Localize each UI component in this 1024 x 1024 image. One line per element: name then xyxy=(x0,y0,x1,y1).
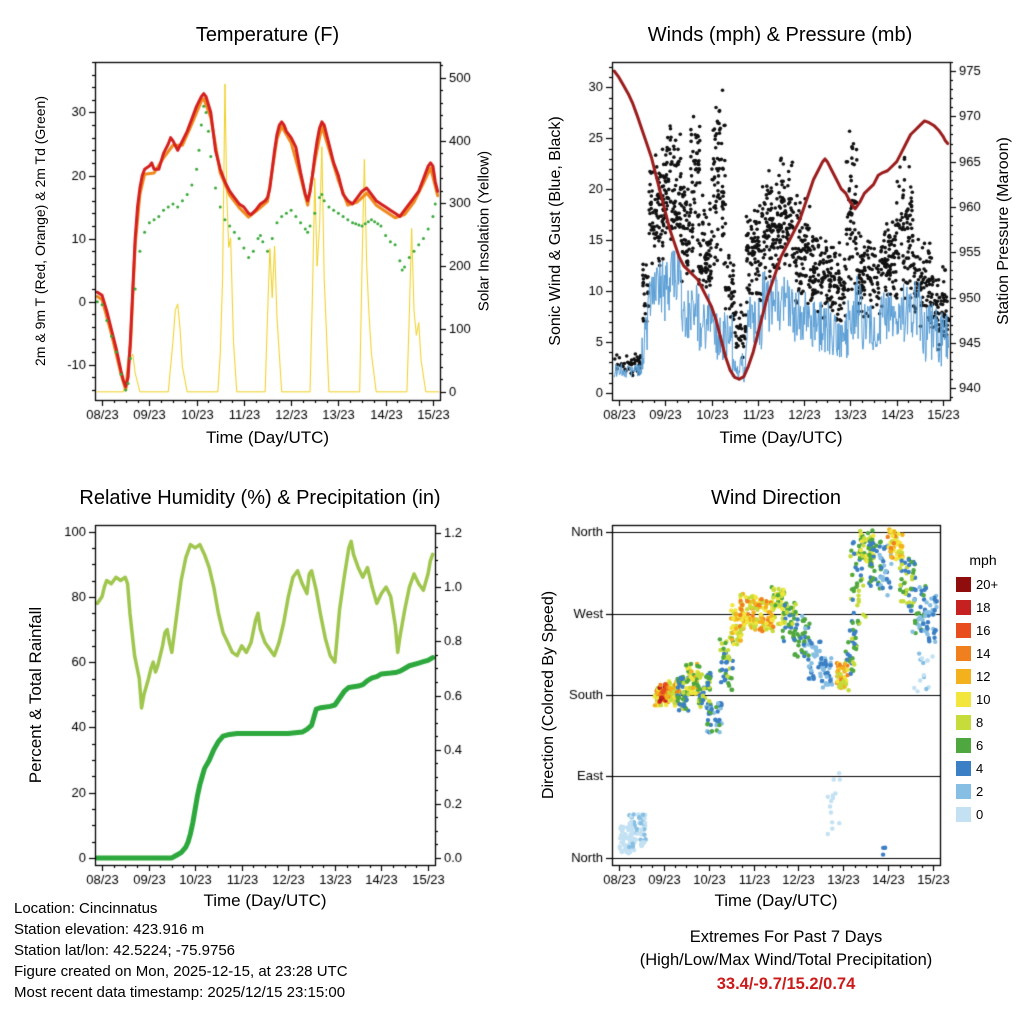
legend-label: 20+ xyxy=(976,577,999,592)
temperature-xaxis-label: Time (Day/UTC) xyxy=(205,428,330,447)
winds-pressure-xaxis-label: Time (Day/UTC) xyxy=(719,428,843,447)
legend-entries: 20+ 18 16 14 12 10 8 6 4 2 0 xyxy=(956,573,1010,826)
direction-axis-label: Direction (Colored By Speed) xyxy=(540,590,557,800)
legend-color-swatch xyxy=(956,577,971,592)
legend-label: 8 xyxy=(976,715,984,730)
footer-location: Location: Cincinnatus xyxy=(14,900,158,917)
legend-entry: 14 xyxy=(956,642,1010,665)
legend-entry: 16 xyxy=(956,619,1010,642)
legend-label: 10 xyxy=(976,692,991,707)
wind-gust-axis-label: Sonic Wind & Gust (Blue, Black) xyxy=(547,116,564,346)
legend-color-swatch xyxy=(956,761,971,776)
temperature-left-axis-label: 2m & 9m T (Red, Orange) & 2m Td (Green) xyxy=(32,96,48,366)
legend-entry: 12 xyxy=(956,665,1010,688)
footer-latlon: Station lat/lon: 42.5224; -75.9756 xyxy=(14,942,236,959)
legend-label: 4 xyxy=(976,761,984,776)
humidity-precip-panel-title: Relative Humidity (%) & Precipitation (i… xyxy=(79,487,441,509)
legend-color-swatch xyxy=(956,669,971,684)
legend-color-swatch xyxy=(956,784,971,799)
legend-entry: 20+ xyxy=(956,573,1010,596)
legend-entry: 18 xyxy=(956,596,1010,619)
legend-color-swatch xyxy=(956,715,971,730)
legend-label: 18 xyxy=(976,600,991,615)
wind-speed-legend: mph 20+ 18 16 14 12 10 8 6 4 2 0 xyxy=(956,552,1010,826)
station-pressure-axis-label: Station Pressure (Maroon) xyxy=(995,137,1012,325)
solar-insolation-axis-label: Solar Insolation (Yellow) xyxy=(475,150,493,312)
footer-created: Figure created on Mon, 2025-12-15, at 23… xyxy=(14,963,348,980)
legend-entry: 0 xyxy=(956,803,1010,826)
legend-color-swatch xyxy=(956,738,971,753)
temperature-panel-title: Temperature (F) xyxy=(195,24,340,46)
legend-entry: 4 xyxy=(956,757,1010,780)
winds-pressure-panel-title: Winds (mph) & Pressure (mb) xyxy=(647,24,913,46)
legend-label: 6 xyxy=(976,738,984,753)
footer-timestamp: Most recent data timestamp: 2025/12/15 2… xyxy=(14,984,346,1001)
legend-color-swatch xyxy=(956,692,971,707)
legend-title: mph xyxy=(969,552,997,568)
wind-direction-panel-title: Wind Direction xyxy=(710,487,842,509)
extremes-title: Extremes For Past 7 Days xyxy=(689,928,883,946)
legend-label: 14 xyxy=(976,646,991,661)
legend-entry: 2 xyxy=(956,780,1010,803)
legend-color-swatch xyxy=(956,600,971,615)
legend-color-swatch xyxy=(956,623,971,638)
footer-elevation: Station elevation: 423.916 m xyxy=(14,921,205,938)
legend-color-swatch xyxy=(956,646,971,661)
humidity-precip-xaxis-label: Time (Day/UTC) xyxy=(203,891,327,910)
legend-color-swatch xyxy=(956,807,971,822)
legend-entry: 6 xyxy=(956,734,1010,757)
percent-rainfall-axis-label: Percent & Total Rainfall xyxy=(26,606,45,784)
extremes-subtitle: (High/Low/Max Wind/Total Precipitation) xyxy=(639,951,933,969)
legend-label: 0 xyxy=(976,807,984,822)
extremes-values: 33.4/-9.7/15.2/0.74 xyxy=(716,975,856,993)
legend-entry: 10 xyxy=(956,688,1010,711)
legend-label: 2 xyxy=(976,784,984,799)
wind-direction-xaxis-label: Time (Day/UTC) xyxy=(714,891,838,910)
legend-entry: 8 xyxy=(956,711,1010,734)
legend-label: 12 xyxy=(976,669,991,684)
legend-label: 16 xyxy=(976,623,991,638)
